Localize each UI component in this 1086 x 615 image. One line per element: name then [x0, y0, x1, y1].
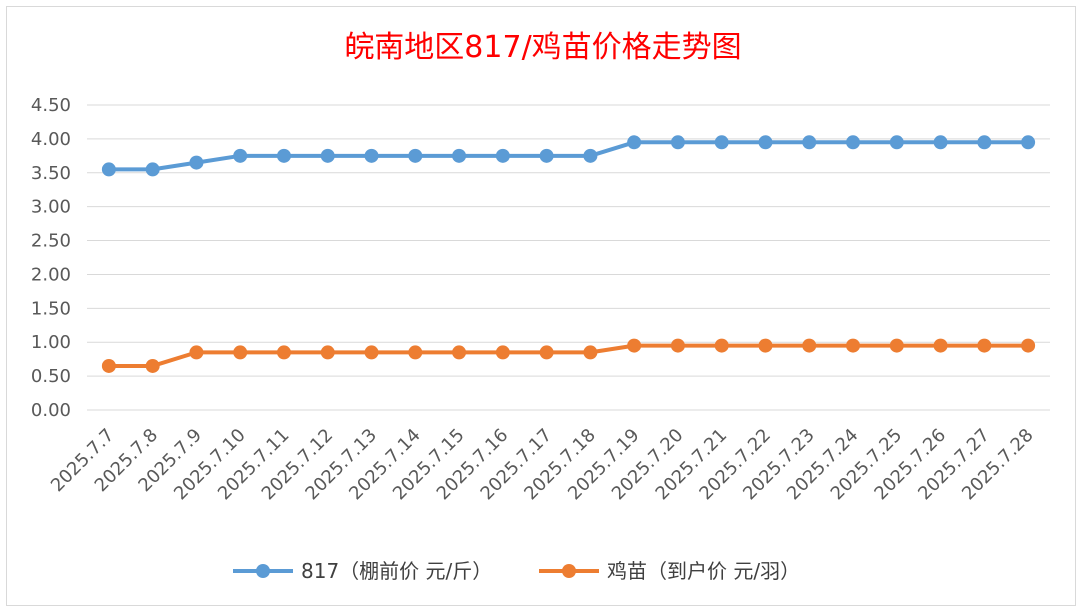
data-point [977, 135, 992, 150]
y-tick-label: 2.00 [31, 264, 71, 285]
y-tick-label: 4.00 [31, 129, 71, 150]
data-point [452, 345, 467, 360]
data-point [276, 148, 291, 163]
data-point [145, 358, 160, 373]
data-point [189, 345, 204, 360]
data-point [276, 345, 291, 360]
data-point [189, 155, 204, 170]
legend-swatch-marker [256, 564, 270, 578]
legend-label: 817（棚前价 元/斤） [301, 559, 492, 583]
data-point [320, 148, 335, 163]
data-point [233, 148, 248, 163]
data-point [889, 338, 904, 353]
data-point [627, 338, 642, 353]
data-point [670, 135, 685, 150]
data-point [539, 345, 554, 360]
data-point [758, 135, 773, 150]
gridlines [87, 104, 1050, 411]
data-point [145, 162, 160, 177]
legend: 817（棚前价 元/斤） 鸡苗（到户价 元/羽） [233, 559, 800, 583]
data-point [495, 148, 510, 163]
line-chart: 皖南地区817/鸡苗价格走势图 0.00 0.50 1.00 1.50 2.00 2.50… [31, 30, 1050, 583]
y-axis-ticks: 0.00 0.50 1.00 1.50 2.00 2.50 3.00 3.50 4.00 4.50 [31, 95, 71, 421]
y-tick-label: 0.50 [31, 366, 71, 387]
y-tick-label: 3.50 [31, 163, 71, 184]
data-point [452, 148, 467, 163]
data-point [802, 135, 817, 150]
y-tick-label: 1.50 [31, 298, 71, 319]
data-point [583, 345, 598, 360]
data-point [758, 338, 773, 353]
data-point [233, 345, 248, 360]
legend-swatch-marker [562, 564, 576, 578]
y-tick-label: 4.50 [31, 95, 71, 116]
series-line-1 [106, 140, 1031, 172]
data-point [320, 345, 335, 360]
data-point [802, 338, 817, 353]
data-point [1021, 338, 1036, 353]
data-point [1021, 135, 1036, 150]
series-layer [101, 135, 1036, 373]
data-point [714, 135, 729, 150]
data-point [889, 135, 904, 150]
data-point [627, 135, 642, 150]
y-tick-label: 0.00 [31, 400, 71, 421]
y-tick-label: 2.50 [31, 231, 71, 252]
data-point [101, 162, 116, 177]
data-point [714, 338, 729, 353]
data-point [539, 148, 554, 163]
chart-title: 皖南地区817/鸡苗价格走势图 [344, 30, 741, 65]
data-point [977, 338, 992, 353]
x-axis-ticks: 2025.7.72025.7.82025.7.92025.7.102025.7.… [47, 425, 1038, 505]
series-line-2 [106, 343, 1031, 368]
y-tick-label: 3.00 [31, 197, 71, 218]
data-point [670, 338, 685, 353]
data-point [933, 338, 948, 353]
data-point [364, 345, 379, 360]
data-point [364, 148, 379, 163]
data-point [408, 345, 423, 360]
data-point [933, 135, 948, 150]
y-tick-label: 1.00 [31, 332, 71, 353]
data-point [583, 148, 598, 163]
data-point [495, 345, 510, 360]
data-point [408, 148, 423, 163]
data-point [101, 358, 116, 373]
data-point [846, 135, 861, 150]
data-point [846, 338, 861, 353]
chart-frame: 皖南地区817/鸡苗价格走势图 0.00 0.50 1.00 1.50 2.00 2.50… [6, 6, 1076, 606]
legend-label: 鸡苗（到户价 元/羽） [607, 559, 800, 583]
